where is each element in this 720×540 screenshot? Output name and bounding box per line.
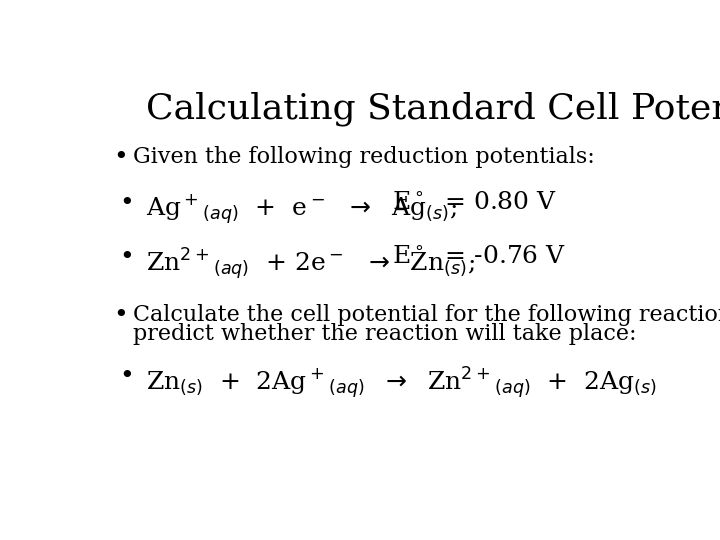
Text: E$^\circ$  = 0.80 V: E$^\circ$ = 0.80 V — [392, 192, 557, 215]
Text: Zn$^{2+}$$_{\mathit{(aq)}}$  + 2e$^-$  $\rightarrow$  Zn$_{\mathit{(s)}}$;: Zn$^{2+}$$_{\mathit{(aq)}}$ + 2e$^-$ $\r… — [145, 246, 474, 282]
Text: Ag$^+$$_{\mathit{(aq)}}$  +  e$^-$  $\rightarrow$  Ag$_{\mathit{(s)}}$;: Ag$^+$$_{\mathit{(aq)}}$ + e$^-$ $\right… — [145, 192, 457, 226]
Text: Calculate the cell potential for the following reaction and: Calculate the cell potential for the fol… — [132, 303, 720, 326]
Text: •: • — [120, 246, 134, 269]
Text: •: • — [113, 146, 128, 168]
Text: •: • — [113, 303, 128, 327]
Text: predict whether the reaction will take place:: predict whether the reaction will take p… — [132, 323, 636, 345]
Text: E$^\circ$  = -0.76 V: E$^\circ$ = -0.76 V — [392, 246, 567, 269]
Text: Zn$_{\mathit{(s)}}$  +  2Ag$^+$$_{\mathit{(aq)}}$  $\rightarrow$  Zn$^{2+}$$_{\m: Zn$_{\mathit{(s)}}$ + 2Ag$^+$$_{\mathit{… — [145, 365, 657, 401]
Text: •: • — [120, 192, 134, 215]
Text: •: • — [120, 365, 134, 388]
Text: Given the following reduction potentials:: Given the following reduction potentials… — [132, 146, 595, 167]
Text: Calculating Standard Cell Potential: Calculating Standard Cell Potential — [145, 92, 720, 126]
